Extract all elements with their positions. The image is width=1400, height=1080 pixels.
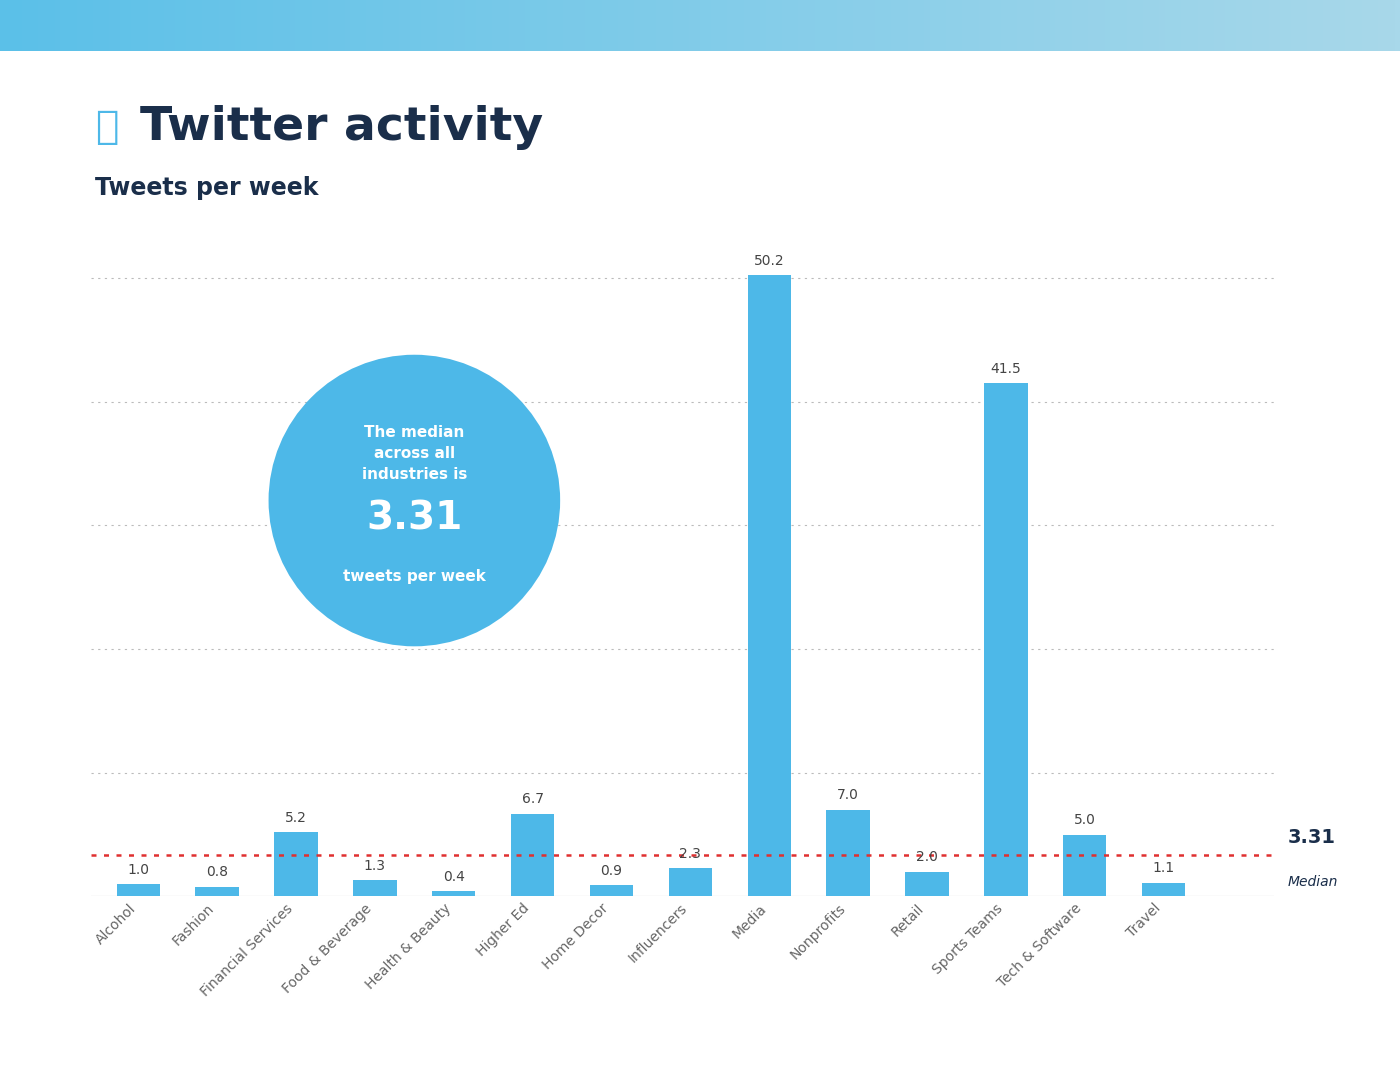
Bar xyxy=(669,868,713,896)
Bar xyxy=(196,887,239,896)
Text: 5.2: 5.2 xyxy=(286,811,307,825)
Bar xyxy=(274,832,318,896)
Bar xyxy=(589,886,633,896)
Bar xyxy=(984,383,1028,896)
Text: tweets per week: tweets per week xyxy=(343,569,486,584)
Text: 41.5: 41.5 xyxy=(990,362,1021,376)
Text: 1.3: 1.3 xyxy=(364,859,386,873)
Bar xyxy=(353,880,396,896)
Text: 0.9: 0.9 xyxy=(601,864,623,878)
Bar xyxy=(511,813,554,896)
Bar xyxy=(906,872,949,896)
Text: 2.3: 2.3 xyxy=(679,847,701,861)
Bar xyxy=(1063,835,1106,896)
Text: Twitter activity: Twitter activity xyxy=(140,105,543,150)
Text: 1.1: 1.1 xyxy=(1152,862,1175,876)
Text: 1.0: 1.0 xyxy=(127,863,150,877)
Text: 5.0: 5.0 xyxy=(1074,813,1096,827)
Text: 0.8: 0.8 xyxy=(206,865,228,879)
Text: The median
across all
industries is: The median across all industries is xyxy=(361,426,468,483)
Text: 6.7: 6.7 xyxy=(522,792,543,806)
Bar xyxy=(1142,882,1186,896)
Text: 0.4: 0.4 xyxy=(442,870,465,885)
Bar xyxy=(116,885,160,896)
Text: Median: Median xyxy=(1288,875,1338,889)
Text: Tweets per week: Tweets per week xyxy=(95,176,319,200)
Text: 2.0: 2.0 xyxy=(916,850,938,864)
Text: 50.2: 50.2 xyxy=(755,254,784,268)
Bar xyxy=(433,891,476,896)
Text: 🐦: 🐦 xyxy=(95,108,119,147)
Text: 3.31: 3.31 xyxy=(367,499,462,537)
Bar xyxy=(826,810,869,896)
Text: 3.31: 3.31 xyxy=(1288,827,1336,847)
Text: 7.0: 7.0 xyxy=(837,788,860,802)
Bar xyxy=(748,275,791,896)
